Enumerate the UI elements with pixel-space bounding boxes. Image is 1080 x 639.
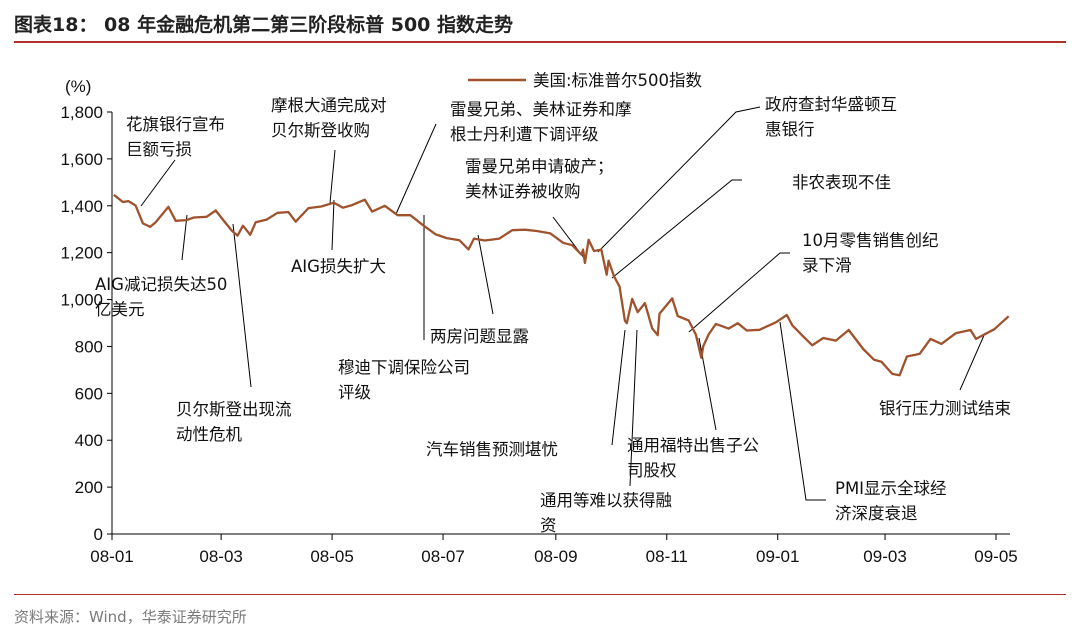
annotation-lehman-bk: 雷曼兄弟申请破产； 美林证券被收购 [465, 157, 614, 259]
annotation-text: 资 [540, 516, 557, 535]
annotation-leader [331, 199, 335, 251]
source-note: 资料来源：Wind，华泰证券研究所 [14, 608, 247, 626]
annotation-leader [395, 123, 437, 215]
legend-label: 美国:标准普尔500指数 [533, 71, 703, 90]
annotation-text: 贝尔斯登出现流 [176, 400, 292, 419]
annotation-gse: 两房问题显露 [430, 234, 530, 346]
annotation-text: PMI显示全球经 [835, 479, 947, 498]
annotation-text: 两房问题显露 [430, 327, 530, 346]
x-tick-label: 08-03 [199, 547, 242, 566]
annotation-leader [329, 149, 336, 204]
annotation-leader [181, 214, 188, 261]
annotation-text: 银行压力测试结束 [879, 399, 1011, 418]
chart-legend: 美国:标准普尔500指数 [468, 71, 703, 90]
x-tick-label: 09-03 [863, 547, 906, 566]
annotation-leader [688, 252, 790, 333]
x-tick-label: 09-01 [756, 547, 799, 566]
y-tick-label: 400 [75, 431, 103, 450]
annotation-leader [597, 106, 761, 253]
title-rule [14, 41, 1066, 43]
annotation-text: 根士丹利遭下调评级 [450, 125, 599, 144]
annotation-leader [629, 329, 638, 487]
annotation-auto-sales: 汽车销售预测堪忧 [426, 329, 626, 459]
y-tick-label: 1,600 [60, 150, 103, 169]
annotation-text: 惠银行 [765, 120, 815, 139]
annotation-text: 雷曼兄弟、美林证券和摩 [450, 100, 632, 119]
y-tick-label: 800 [75, 337, 103, 356]
annotation-text: 评级 [338, 383, 371, 402]
annotation-leader [611, 179, 742, 279]
annotation-text: AIG减记损失达50 [95, 275, 227, 294]
annotation-text: 通用福特出售子公 [627, 436, 759, 455]
annotation-leader [959, 332, 986, 391]
annotation-leader [779, 321, 826, 501]
annotation-text: 美林证券被收购 [465, 182, 581, 201]
annotation-text: 非农表现不佳 [792, 173, 891, 192]
y-tick-label: 1,200 [60, 244, 103, 263]
y-axis-unit: (%) [65, 77, 91, 96]
annotation-text: 雷曼兄弟申请破产； [465, 157, 614, 176]
x-tick-label: 08-09 [534, 547, 577, 566]
annotation-nfp: 非农表现不佳 [611, 173, 891, 279]
annotation-text: 汽车销售预测堪忧 [426, 440, 558, 459]
annotation-text: 摩根大通完成对 [271, 96, 387, 115]
footer-rule [14, 594, 1066, 595]
annotation-text: 穆迪下调保险公司 [338, 358, 470, 377]
annotation-aig-writedown: AIG减记损失达50 亿美元 [95, 214, 227, 319]
annotation-text: 动性危机 [176, 425, 243, 444]
annotation-text: 花旗银行宣布 [126, 115, 225, 134]
annotation-text: 录下滑 [802, 256, 852, 275]
annotation-text: 巨额亏损 [126, 140, 192, 159]
annotation-text: AIG损失扩大 [291, 257, 386, 276]
y-tick-label: 200 [75, 478, 103, 497]
x-tick-label: 08-01 [90, 547, 133, 566]
y-tick-label: 1,800 [60, 103, 103, 122]
y-tick-label: 0 [94, 525, 103, 544]
annotation-leader [477, 234, 494, 315]
annotation-text: 亿美元 [95, 300, 145, 319]
annotation-text: 司股权 [627, 461, 677, 480]
annotation-aig-loss: AIG损失扩大 [291, 199, 386, 276]
chart: 0 200 400 600 800 1,000 1,200 1,400 1,600 1,800 (%… [60, 71, 1017, 566]
annotation-text: 通用等难以获得融 [540, 491, 672, 510]
annotation-leader [232, 223, 252, 388]
series-line-sp500 [113, 193, 1010, 377]
annotation-text: 政府查封华盛顿互 [765, 95, 897, 114]
y-tick-label: 1,000 [60, 291, 103, 310]
chart-axes: 0 200 400 600 800 1,000 1,200 1,400 1,600 1,800 (%… [60, 77, 1017, 566]
annotation-stress-test: 银行压力测试结束 [879, 332, 1011, 418]
annotation-leader [140, 159, 176, 207]
x-tick-label: 09-05 [974, 547, 1017, 566]
annotation-leader [611, 329, 626, 446]
annotation-text: 贝尔斯登收购 [271, 121, 370, 140]
x-tick-label: 08-07 [421, 547, 464, 566]
annotation-text: 济深度衰退 [835, 504, 918, 523]
chart-annotations: 花旗银行宣布巨额亏损AIG减记损失达50亿美元贝尔斯登出现流动性危机摩根大通完成… [95, 95, 1011, 535]
annotation-text: 10月零售销售创纪 [802, 231, 939, 250]
figure-title: 图表18： 08 年金融危机第二第三阶段标普 500 指数走势 [14, 14, 514, 36]
x-tick-label: 08-05 [310, 547, 353, 566]
y-tick-label: 1,400 [60, 197, 103, 216]
x-tick-label: 08-11 [646, 547, 688, 566]
y-tick-label: 600 [75, 384, 103, 403]
